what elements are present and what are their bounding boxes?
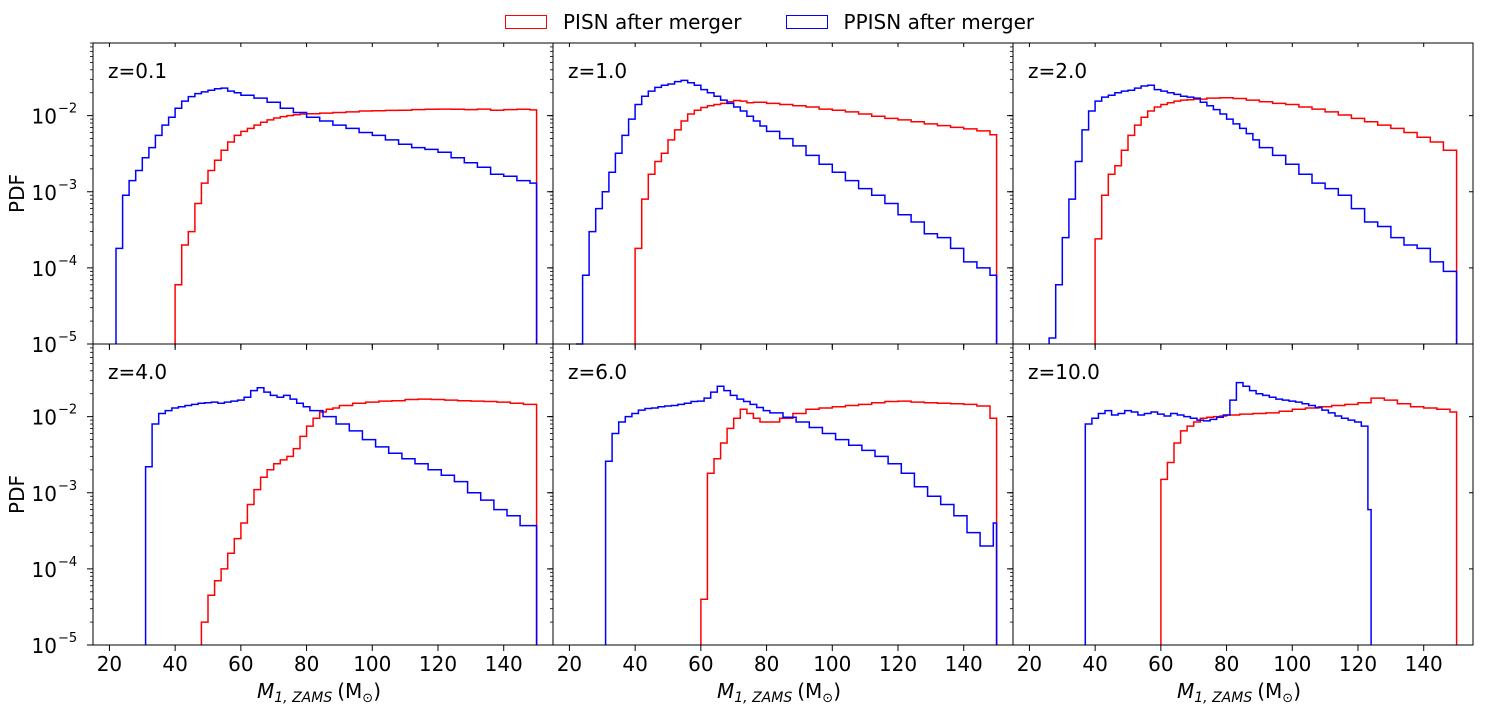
y-tick-exponent: −5 (58, 330, 77, 345)
series-ppisn-step-line (576, 79, 998, 345)
panel-frame (1012, 42, 1474, 345)
x-axis-label: M1, ZAMS (M⊙) (717, 679, 841, 706)
y-axis-label: PDF (5, 174, 29, 213)
y-tick-exponent: −2 (58, 102, 77, 117)
panel-title: z=2.0 (1028, 59, 1087, 83)
series-ppisn-step-line (144, 386, 538, 645)
series-ppisn-step-line (1048, 84, 1458, 344)
x-tick-label: 80 (294, 652, 319, 676)
x-tick-label: 20 (97, 652, 122, 676)
legend-label-pisn: PISN after merger (563, 10, 742, 34)
x-tick-label: 140 (485, 652, 523, 676)
x-tick-label: 40 (1082, 652, 1107, 676)
panel-frame (1012, 343, 1474, 646)
x-axis-label: M1, ZAMS (M⊙) (1177, 679, 1301, 706)
x-tick-label: 20 (557, 652, 582, 676)
legend-item-ppisn[interactable]: PPISN after merger (785, 10, 1035, 34)
x-tick-label: 60 (1148, 652, 1173, 676)
y-tick-exponent: −3 (58, 479, 77, 494)
y-tick-exponent: −3 (58, 178, 77, 193)
y-tick-label: 10 (32, 181, 57, 205)
y-axis-label: PDF (5, 475, 29, 514)
panel-title: z=0.1 (108, 59, 167, 83)
x-tick-label: 120 (1339, 652, 1377, 676)
panel-frame (92, 343, 554, 646)
x-tick-label: 40 (162, 652, 187, 676)
y-tick-label: 10 (32, 406, 57, 430)
panel-title: z=1.0 (568, 59, 627, 83)
y-tick-label: 10 (32, 333, 57, 357)
panel-frame (552, 343, 1014, 646)
series-pisn-step-line (634, 99, 998, 344)
panel-frame (92, 42, 554, 345)
series-pisn-step-line (1094, 96, 1458, 344)
panel-title: z=10.0 (1028, 360, 1100, 384)
legend-swatch-pisn (505, 15, 547, 29)
y-tick-label: 10 (32, 634, 57, 658)
panel-title: z=6.0 (568, 360, 627, 384)
panel-title: z=4.0 (108, 360, 167, 384)
x-tick-label: 140 (1405, 652, 1443, 676)
legend-label-ppisn: PPISN after merger (843, 10, 1035, 34)
x-tick-label: 60 (228, 652, 253, 676)
y-tick-exponent: −4 (58, 555, 77, 570)
series-pisn-step-line (174, 108, 538, 344)
y-tick-label: 10 (32, 558, 57, 582)
x-tick-label: 20 (1017, 652, 1042, 676)
series-pisn-step-line (1160, 397, 1458, 645)
x-tick-label: 100 (353, 652, 391, 676)
x-tick-label: 40 (622, 652, 647, 676)
panel-2: z=1.0 (547, 42, 1014, 350)
panel-6: 20 40 60 80 100 120 140 z=10.0 M1, ZAMS (M⊙) (1007, 343, 1474, 706)
x-tick-label: 100 (813, 652, 851, 676)
panel-5: 20 40 60 80 100 120 140 z=6.0 M1, ZAMS (M⊙) (547, 343, 1014, 706)
series-ppisn-step-line (115, 87, 538, 344)
series-ppisn-step-line (1084, 381, 1372, 645)
series-ppisn-step-line (604, 385, 998, 645)
y-tick-label: 10 (32, 257, 57, 281)
x-axis-label: M1, ZAMS (M⊙) (257, 679, 381, 706)
y-tick-label: 10 (32, 482, 57, 506)
x-tick-label: 100 (1273, 652, 1311, 676)
legend-swatch-ppisn (785, 15, 828, 29)
series-pisn-step-line (200, 398, 538, 645)
panel-3: z=2.0 (1007, 42, 1474, 350)
x-tick-label: 120 (879, 652, 917, 676)
legend: PISN after merger PPISN after merger (505, 10, 1034, 34)
x-tick-label: 140 (945, 652, 983, 676)
x-tick-label: 80 (754, 652, 779, 676)
x-tick-label: 120 (419, 652, 457, 676)
x-tick-label: 60 (688, 652, 713, 676)
y-tick-exponent: −5 (58, 631, 77, 646)
y-tick-exponent: −2 (58, 403, 77, 418)
series-pisn-step-line (700, 400, 998, 645)
y-tick-exponent: −4 (58, 254, 77, 269)
legend-item-pisn[interactable]: PISN after merger (505, 10, 742, 34)
x-tick-label: 80 (1214, 652, 1239, 676)
y-tick-label: 10 (32, 105, 57, 129)
panel-frame (552, 42, 1014, 345)
